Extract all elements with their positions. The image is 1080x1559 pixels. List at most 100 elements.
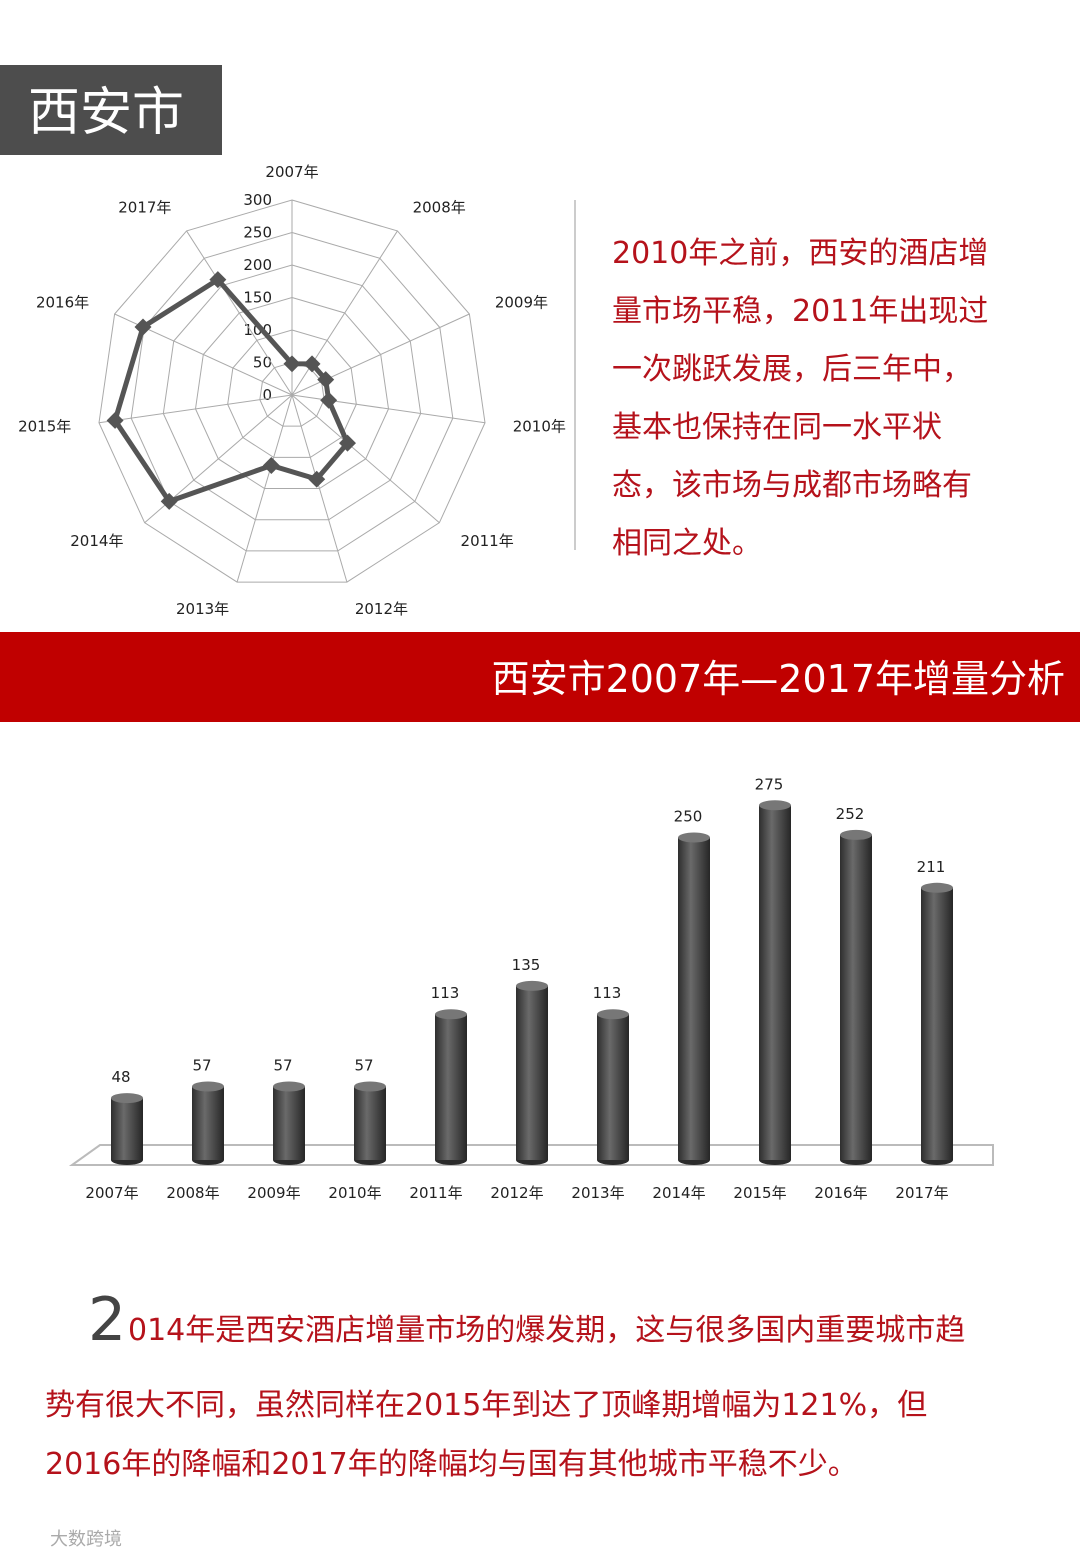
grid-line <box>162 264 422 521</box>
x-tick-label: 2009年 <box>247 1184 300 1202</box>
paragraph-line: 势有很大不同，虽然同样在2015年到达了顶峰期增幅为121%，但 <box>45 1388 927 1423</box>
marker <box>209 271 227 289</box>
bar <box>921 887 953 1160</box>
banner-box <box>0 632 1080 722</box>
bar <box>597 1014 629 1160</box>
header-title: 西安市 <box>28 83 184 143</box>
paragraph-line: 态，该市场与成都市场略有 <box>612 468 972 503</box>
banner-title: 西安市2007年—2017年增量分析 <box>492 657 1065 701</box>
bar-top <box>111 1093 143 1104</box>
paragraph-line: 2016年的降幅和2017年的降幅均与国有其他城市平稳不少。 <box>45 1447 858 1482</box>
axis-line <box>291 394 486 424</box>
x-tick-label: 2007年 <box>85 1184 138 1202</box>
bar-top <box>840 829 872 840</box>
value-label: 48 <box>111 1068 130 1086</box>
value-label: 275 <box>755 775 784 793</box>
x-tick-label: 2014年 <box>652 1184 705 1202</box>
x-tick-label: 2012年 <box>490 1184 543 1202</box>
bar-top <box>273 1081 305 1092</box>
x-tick-label: 2017年 <box>895 1184 948 1202</box>
grid-line <box>194 296 390 490</box>
marker <box>160 492 178 510</box>
bar <box>111 1098 143 1160</box>
grid-line <box>227 329 357 458</box>
bar-top <box>435 1009 467 1020</box>
bar-top <box>192 1081 224 1092</box>
axis-line <box>236 394 293 583</box>
bar <box>516 985 548 1160</box>
paragraph: 2010年之前，西安的酒店增量市场平稳，2011年出现过一次跳跃发展，后三年中，… <box>612 236 988 561</box>
x-tick-label: 2013年 <box>571 1184 624 1202</box>
marker <box>303 355 321 373</box>
marker <box>320 391 338 409</box>
marker <box>339 434 356 452</box>
bar-top <box>759 800 791 811</box>
bar-top <box>354 1081 386 1092</box>
category-label: 2016年 <box>36 293 89 311</box>
axis-line <box>291 394 440 524</box>
bar <box>273 1086 305 1160</box>
category-label: 2010年 <box>513 418 566 436</box>
paragraph-line: 014年是西安酒店增量市场的爆发期，这与很多国内重要城市趋 <box>128 1313 965 1348</box>
marker <box>262 456 280 474</box>
r-tick-label: 150 <box>243 289 272 307</box>
value-label: 57 <box>192 1056 211 1074</box>
header-box <box>0 65 222 155</box>
category-label: 2013年 <box>176 600 229 618</box>
category-label: 2009年 <box>495 293 548 311</box>
value-label: 113 <box>431 984 460 1002</box>
bar <box>354 1086 386 1160</box>
axis-line <box>186 230 293 396</box>
x-tick-label: 2011年 <box>409 1184 462 1202</box>
axis-line <box>98 394 293 424</box>
value-label: 135 <box>512 956 541 974</box>
bar-top <box>516 980 548 991</box>
grid-line <box>98 199 486 583</box>
paragraph-line: 量市场平稳，2011年出现过 <box>612 294 988 329</box>
category-label: 2015年 <box>18 418 71 436</box>
r-tick-label: 300 <box>243 191 272 209</box>
value-label: 57 <box>273 1056 292 1074</box>
grid-line <box>130 231 454 552</box>
bar <box>435 1014 467 1160</box>
marker <box>106 411 124 429</box>
radar-line <box>112 276 351 505</box>
marker <box>317 371 335 389</box>
marker <box>308 470 326 488</box>
paragraph-line: 基本也保持在同一水平状 <box>612 410 942 445</box>
paragraph-line: 2010年之前，西安的酒店增 <box>612 236 988 271</box>
value-label: 252 <box>836 805 865 823</box>
x-tick-label: 2010年 <box>328 1184 381 1202</box>
r-tick-label: 200 <box>243 256 272 274</box>
x-tick-label: 2016年 <box>814 1184 867 1202</box>
bar-top <box>597 1009 629 1020</box>
x-tick-label: 2015年 <box>733 1184 786 1202</box>
axis-line <box>291 394 348 583</box>
category-label: 2014年 <box>70 532 123 550</box>
bar-top <box>921 882 953 893</box>
value-label: 250 <box>674 808 703 826</box>
r-tick-label: 50 <box>253 354 272 372</box>
drop-cap: 2 <box>88 1285 126 1355</box>
marker <box>283 355 301 373</box>
value-label: 57 <box>354 1056 373 1074</box>
category-label: 2017年 <box>118 198 171 216</box>
category-label: 2008年 <box>413 198 466 216</box>
marker <box>134 318 152 336</box>
bar-top <box>678 832 710 843</box>
bar <box>840 834 872 1160</box>
paragraph-line: 一次跳跃发展，后三年中， <box>612 352 972 387</box>
x-tick-label: 2008年 <box>166 1184 219 1202</box>
value-label: 211 <box>917 858 946 876</box>
watermark: 大数跨境 <box>50 1529 122 1550</box>
r-tick-label: 250 <box>243 224 272 242</box>
category-label: 2011年 <box>461 532 514 550</box>
paragraph-line: 相同之处。 <box>612 526 762 561</box>
category-label: 2012年 <box>355 600 408 618</box>
r-tick-label: 0 <box>262 386 272 404</box>
category-label: 2007年 <box>265 163 318 181</box>
bar <box>759 805 791 1160</box>
value-label: 113 <box>593 984 622 1002</box>
